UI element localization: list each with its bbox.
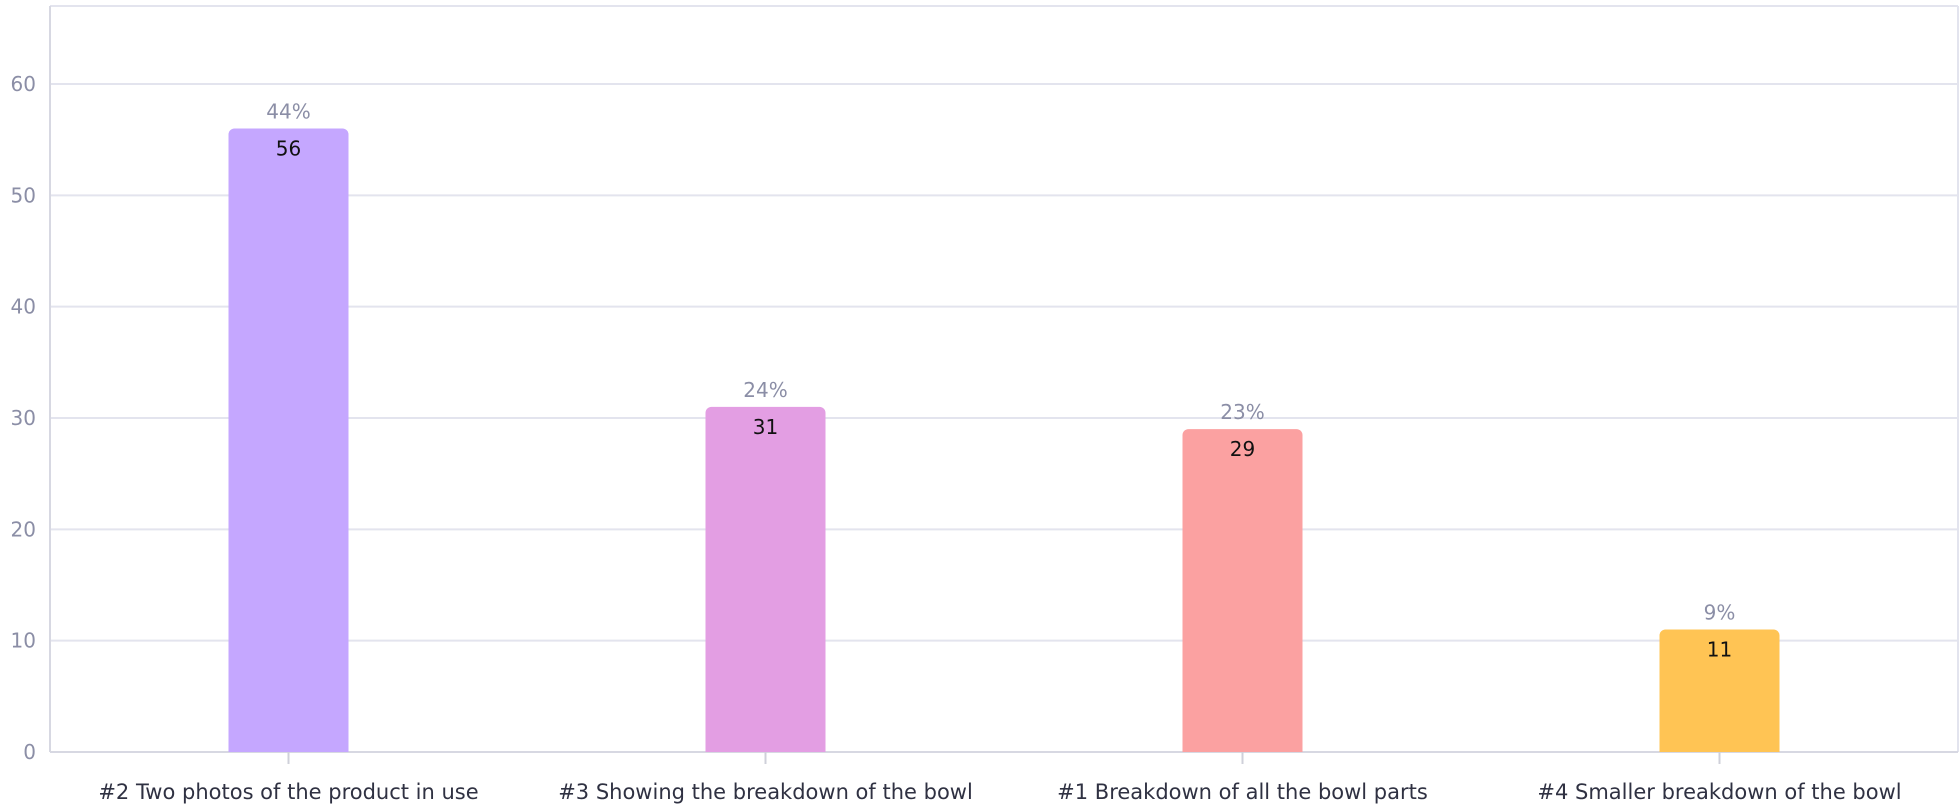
label-layer: 0 10 20 30 40 50 60 44% 56 #2 Two photos of the p… <box>11 72 1902 804</box>
value-label: 31 <box>753 415 778 439</box>
percent-label: 9% <box>1704 601 1736 625</box>
bar-base <box>1659 744 1780 752</box>
percent-label: 23% <box>1220 400 1264 424</box>
x-tick-label: #2 Two photos of the product in use <box>98 780 478 804</box>
y-tick-label: 10 <box>11 629 36 653</box>
y-tick-label: 20 <box>11 517 36 541</box>
y-tick-label: 40 <box>11 295 36 319</box>
x-tick-label: #4 Smaller breakdown of the bowl <box>1537 780 1901 804</box>
value-label: 11 <box>1707 638 1732 662</box>
bar-layer <box>228 128 1780 753</box>
y-tick-label: 50 <box>11 183 36 207</box>
y-tick-label: 30 <box>11 406 36 430</box>
bar-base <box>228 744 349 752</box>
bar <box>228 128 349 753</box>
x-tick-label: #3 Showing the breakdown of the bowl <box>558 780 973 804</box>
bar <box>1182 429 1303 752</box>
percent-label: 24% <box>743 378 787 402</box>
axis-layer <box>49 6 1958 764</box>
bar-base <box>705 744 826 752</box>
percent-label: 44% <box>266 100 310 124</box>
y-tick-label: 60 <box>11 72 36 96</box>
bar <box>705 406 826 752</box>
y-tick-label: 0 <box>23 740 36 764</box>
x-tick-label: #1 Breakdown of all the bowl parts <box>1057 780 1428 804</box>
bar <box>1659 629 1780 752</box>
value-label: 29 <box>1230 437 1255 461</box>
bar-base <box>1182 744 1303 752</box>
value-label: 56 <box>276 137 301 161</box>
